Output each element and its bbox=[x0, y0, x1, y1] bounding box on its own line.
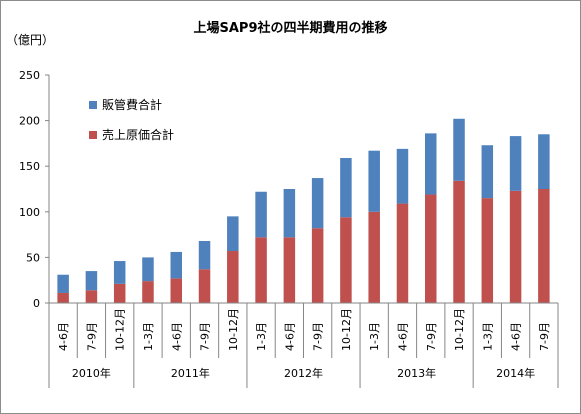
bar-sga bbox=[538, 134, 550, 189]
bar-sga bbox=[255, 191, 267, 238]
chart-title: 上場SAP9社の四半期費用の推移 bbox=[193, 21, 388, 36]
bar-sga bbox=[283, 189, 296, 238]
bar-sga bbox=[425, 133, 437, 195]
x-category-label: 1-3月 bbox=[142, 322, 155, 351]
bar-sga bbox=[509, 136, 522, 191]
bar-cogs bbox=[57, 292, 69, 303]
x-group-label: 2014年 bbox=[496, 366, 535, 380]
bar-sga bbox=[57, 274, 69, 293]
bar-sga bbox=[311, 178, 324, 229]
x-category-label: 1-3月 bbox=[255, 322, 268, 351]
legend-swatch-cogs bbox=[89, 130, 97, 139]
x-group-label: 2012年 bbox=[284, 366, 323, 380]
bar-sga bbox=[142, 257, 154, 282]
x-category-label: 10-12月 bbox=[340, 308, 353, 351]
bar-sga bbox=[227, 216, 239, 252]
x-category-label: 4-6月 bbox=[57, 322, 70, 351]
x-category-label: 10-12月 bbox=[227, 308, 240, 351]
bar-sga bbox=[113, 261, 126, 284]
x-category-label: 7-9月 bbox=[312, 322, 325, 351]
legend-swatch-sga bbox=[89, 100, 97, 109]
bar-cogs bbox=[453, 180, 465, 303]
y-tick-label: 200 bbox=[19, 115, 40, 128]
x-category-label: 1-3月 bbox=[481, 322, 494, 351]
y-tick-label: 250 bbox=[19, 69, 40, 82]
bar-sga bbox=[170, 251, 182, 279]
bar-cogs bbox=[481, 198, 494, 303]
bar-cogs bbox=[509, 190, 522, 303]
x-category-label: 4-6月 bbox=[283, 322, 296, 351]
x-category-label: 7-9月 bbox=[199, 322, 212, 351]
x-category-label: 4-6月 bbox=[510, 322, 523, 351]
bar-cogs bbox=[311, 228, 324, 303]
x-category-label: 10-12月 bbox=[453, 308, 466, 351]
x-group-label: 2010年 bbox=[72, 366, 111, 380]
x-category-label: 7-9月 bbox=[85, 322, 98, 351]
x-group-label: 2011年 bbox=[171, 366, 210, 380]
bar-sga bbox=[481, 145, 494, 199]
legend-label-cogs: 売上原価合計 bbox=[102, 128, 175, 142]
legend-label-sga: 販管費合計 bbox=[102, 98, 163, 112]
x-category-label: 7-9月 bbox=[538, 322, 551, 351]
bar-cogs bbox=[538, 189, 550, 303]
y-tick-label: 50 bbox=[26, 251, 40, 264]
bar-cogs bbox=[113, 283, 126, 303]
x-group-label: 2013年 bbox=[397, 366, 436, 380]
x-category-label: 10-12月 bbox=[114, 308, 127, 351]
x-category-label: 4-6月 bbox=[170, 322, 183, 351]
bar-sga bbox=[198, 240, 211, 270]
x-category-label: 4-6月 bbox=[396, 322, 409, 351]
y-tick-label: 0 bbox=[33, 297, 40, 310]
bar-sga bbox=[453, 118, 465, 181]
bar-cogs bbox=[396, 203, 409, 303]
bar-sga bbox=[85, 271, 98, 291]
bar-sga bbox=[340, 157, 352, 218]
bar-cogs bbox=[255, 237, 267, 303]
legend-item-sga: 販管費合計 bbox=[89, 96, 162, 113]
y-tick-label: 150 bbox=[19, 160, 40, 173]
bar-cogs bbox=[170, 278, 182, 303]
legend-item-cogs: 売上原価合計 bbox=[89, 126, 174, 143]
bar-cogs bbox=[425, 194, 437, 303]
bar-sga bbox=[396, 148, 409, 204]
bar-cogs bbox=[142, 281, 154, 303]
bar-cogs bbox=[340, 217, 352, 303]
x-category-label: 7-9月 bbox=[425, 322, 438, 351]
x-category-label: 1-3月 bbox=[368, 322, 381, 351]
y-tick-label: 100 bbox=[19, 206, 40, 219]
y-axis-unit-label: （億円） bbox=[6, 33, 55, 47]
bar-cogs bbox=[283, 237, 296, 303]
bar-cogs bbox=[227, 251, 239, 303]
bar-cogs bbox=[368, 211, 380, 303]
bar-cogs bbox=[85, 290, 98, 303]
bar-sga bbox=[368, 150, 380, 212]
bar-cogs bbox=[198, 269, 211, 303]
